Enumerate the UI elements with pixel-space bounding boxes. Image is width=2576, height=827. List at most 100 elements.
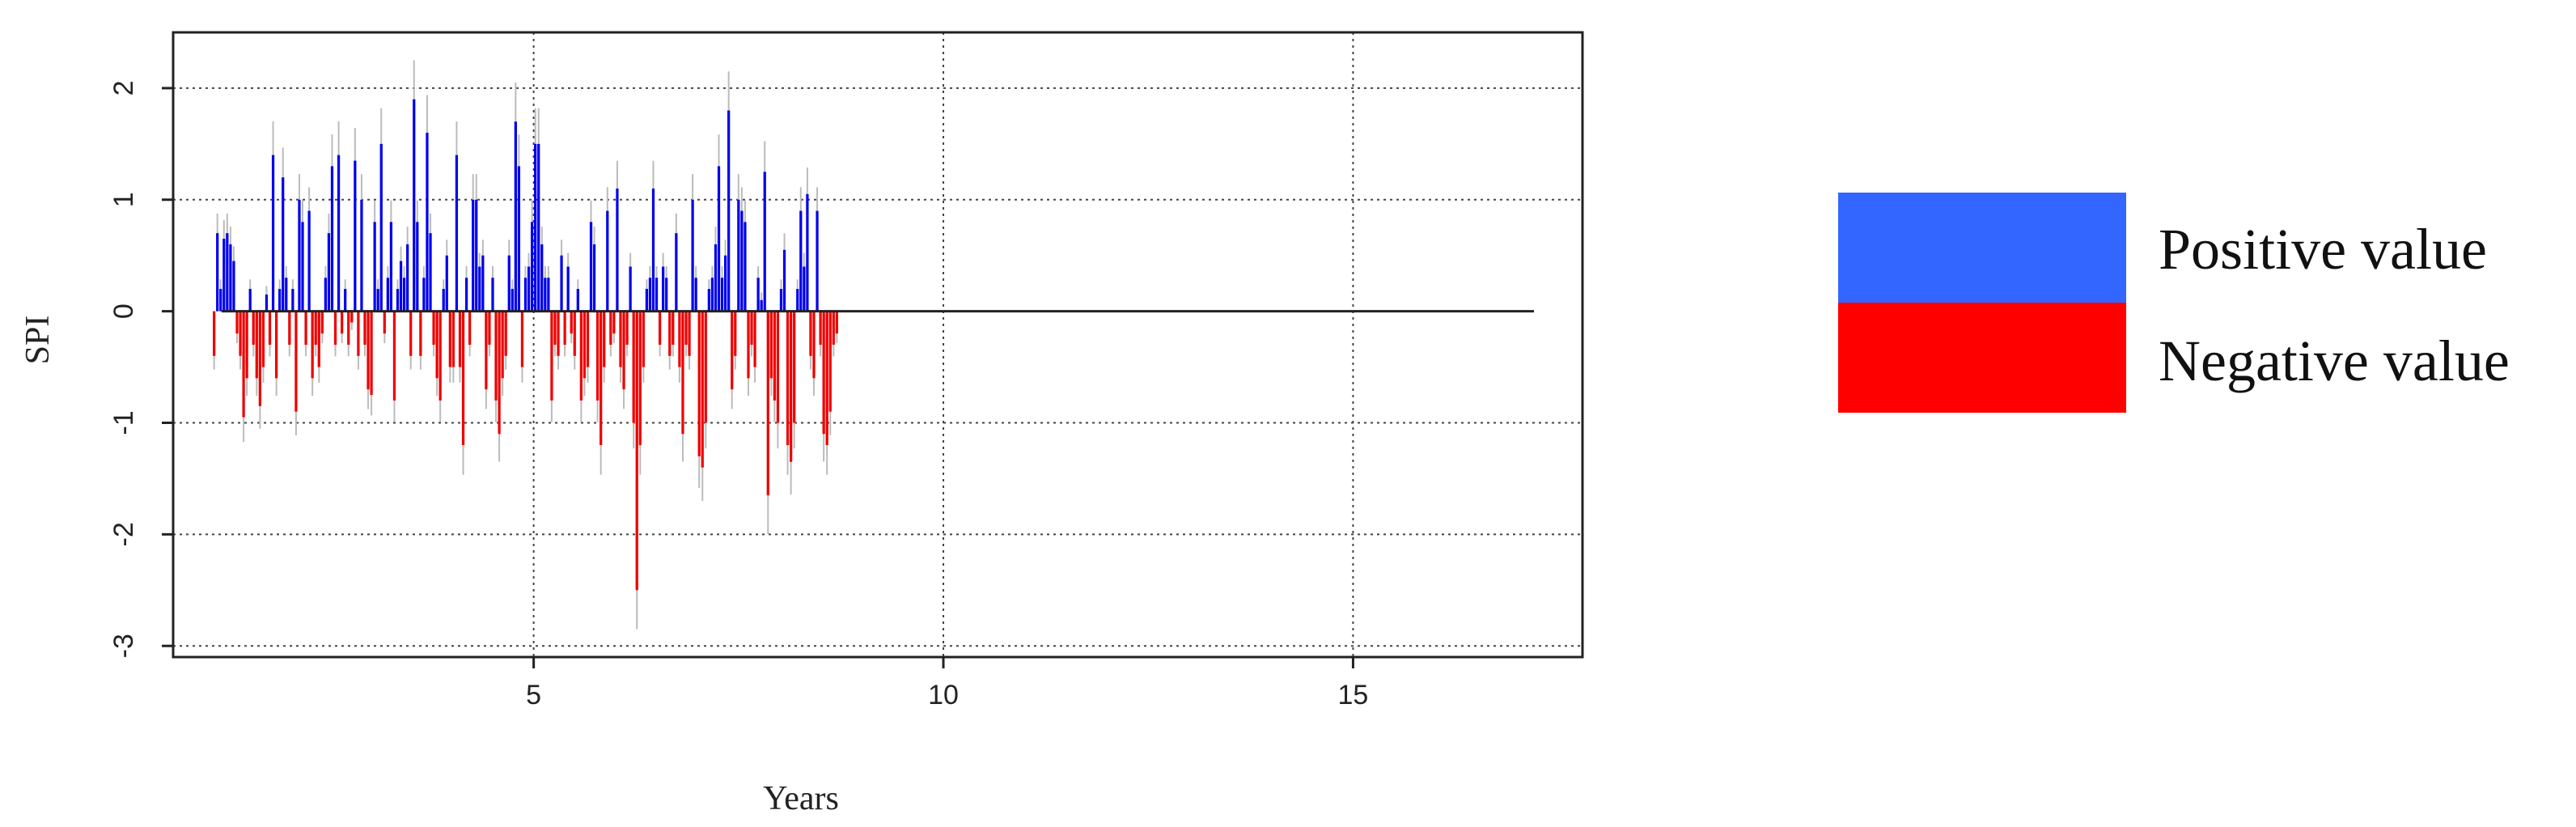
bar-negative [520,311,524,367]
bar-negative [586,311,590,367]
bar-negative [603,311,606,367]
bar-positive [360,199,363,312]
bar-positive [756,278,760,312]
y-tick-label: 1 [108,192,139,207]
bar-negative [658,311,662,345]
bar-positive [616,189,619,312]
bar-negative [366,311,370,390]
legend-label-negative: Negative value [2159,329,2510,393]
bar-positive [327,233,331,312]
bar-positive [694,278,697,312]
bar-negative [242,311,245,418]
bar-positive [330,166,334,312]
bar-positive [475,199,478,312]
bar-negative [261,311,265,367]
bar-negative [672,311,675,345]
legend: Positive value Negative value [1838,193,2510,413]
bar-negative [304,311,307,345]
bar-positive [389,222,393,312]
bar-negative [557,311,560,356]
bar-positive [354,160,357,312]
bar-negative [347,311,350,345]
bar-positive [455,155,459,312]
bar-negative [341,311,344,334]
bar-positive [629,266,632,312]
x-tick-label: 15 [1338,680,1369,710]
bar-positive [592,244,596,312]
bar-positive [651,189,655,312]
bar-positive [429,233,432,312]
bar-positive [298,199,301,312]
bar-positive [265,294,269,312]
bar-positive [282,177,285,312]
bar-negative [622,311,625,390]
bar-negative [504,311,507,356]
bar-positive [534,143,537,312]
bar-positive [229,244,232,312]
bar-positive [606,210,609,312]
bar-positive [782,249,786,312]
bar-positive [376,289,379,312]
bar-positive [737,199,740,312]
bar-negative [458,311,462,367]
bar-negative [681,311,684,435]
bar-positive [547,278,550,312]
bar-positive [527,266,531,312]
bar-positive [589,222,593,312]
legend-label-positive: Positive value [2159,217,2487,282]
bar-negative [668,311,672,356]
bar-positive [472,199,475,312]
bar-negative [501,311,504,379]
bar-positive [720,278,724,312]
bar-positive [727,110,731,312]
bar-positive [396,289,400,312]
bar-negative [461,311,465,446]
bar-positive [523,278,527,312]
bar-negative [274,311,278,379]
bar-negative [688,311,691,356]
bar-negative [609,311,612,345]
bar-negative [573,311,576,356]
bar-negative [835,311,838,334]
bar-positive [301,222,304,312]
bar-positive [662,266,665,312]
bar-positive [675,233,678,312]
bar-negative [793,311,796,423]
bar-positive [271,155,275,312]
bar-negative [828,311,832,412]
bar-negative [832,311,835,345]
bar-positive [219,289,222,312]
bar-positive [379,143,383,312]
bar-negative [350,311,354,323]
bar-negative [790,311,793,462]
y-tick-label: -3 [108,634,139,658]
bar-positive [285,278,288,312]
bar-positive [422,278,426,312]
bar-negative [766,311,769,496]
bar-negative [213,311,216,356]
bar-positive [665,278,668,312]
bar-negative [258,311,261,406]
bar-positive [226,233,229,312]
bar-positive [386,278,389,312]
plot-frame [172,31,1584,659]
bar-negative [432,311,435,345]
bar-negative [550,311,553,401]
bar-positive [216,233,219,312]
x-tick-label: 10 [928,680,959,710]
bar-positive [399,261,403,312]
bar-negative [812,311,816,379]
bar-positive [445,255,448,312]
bar-negative [750,311,753,345]
bar-positive [655,278,659,312]
bar-negative [314,311,317,345]
bar-negative [419,311,422,356]
bar-negative [448,311,451,367]
bar-negative [600,311,603,446]
bar-negative [370,311,373,396]
bar-positive [337,155,341,312]
x-axis-title: Years [763,780,839,817]
bar-positive [491,278,494,312]
bar-negative [786,311,790,446]
